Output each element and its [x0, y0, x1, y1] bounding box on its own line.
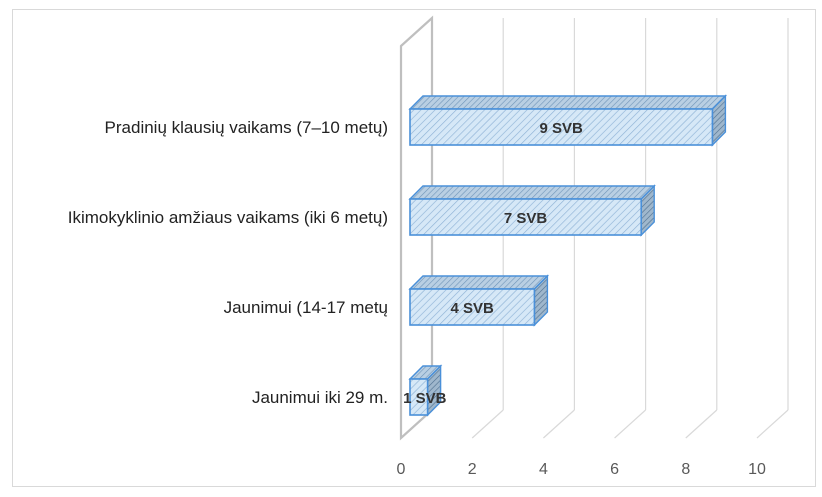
- bars: [408, 94, 728, 417]
- gridlines: [471, 18, 789, 439]
- category-label-4: Jaunimui iki 29 m.: [252, 388, 388, 407]
- x-tick-label-0: 0: [397, 461, 406, 478]
- bar-top-1: [408, 95, 728, 110]
- bar-3: [409, 288, 536, 326]
- data-label-3: 4 SVB: [451, 300, 495, 317]
- x-tick-label-6: 6: [610, 461, 619, 478]
- x-tick-label-8: 8: [681, 461, 690, 478]
- bar-1: [409, 108, 714, 146]
- bar-2: [409, 198, 642, 236]
- data-label-1: 9 SVB: [540, 120, 584, 137]
- bar-top-2: [408, 185, 656, 200]
- category-label-2: Ikimokyklinio amžiaus vaikams (iki 6 met…: [68, 208, 388, 227]
- floor-line-10: [756, 409, 789, 439]
- x-tick-label-2: 2: [468, 461, 477, 478]
- bar-4: [409, 378, 429, 416]
- category-label-3: Jaunimui (14-17 metų: [224, 298, 388, 317]
- floor-line-8: [685, 409, 718, 439]
- bar-top-3: [408, 275, 550, 290]
- floor-line-4: [542, 409, 575, 439]
- floor-line-2: [471, 409, 504, 439]
- data-label-2: 7 SVB: [504, 210, 548, 227]
- x-tick-label-10: 10: [748, 461, 766, 478]
- category-label-1: Pradinių klausių vaikams (7–10 metų): [105, 118, 388, 137]
- floor-line-6: [614, 409, 647, 439]
- labels: 0 2 4 6 8 10 9 SVB Pradinių klausių vaikams (7–…: [68, 118, 766, 478]
- data-label-4: 1 SVB: [403, 390, 447, 407]
- x-tick-label-4: 4: [539, 461, 548, 478]
